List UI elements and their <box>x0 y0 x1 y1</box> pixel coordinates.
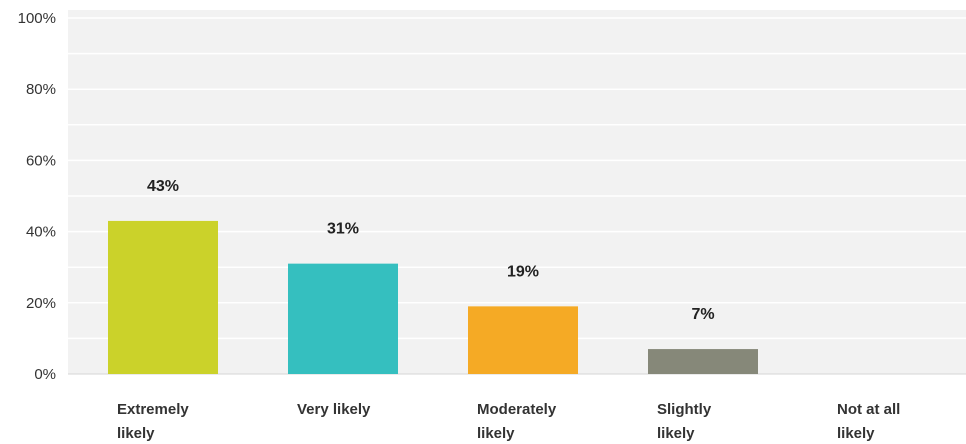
category-label: Slightly likely <box>657 401 712 442</box>
y-tick-label: 100% <box>18 10 56 27</box>
y-tick-label: 0% <box>34 366 56 383</box>
bars <box>108 220 758 374</box>
x-axis-categories: Extremely likely Very likely Moderately like… <box>117 401 900 442</box>
data-labels: 43% 31% 19% 7% <box>147 178 715 323</box>
bar <box>108 220 218 374</box>
category-label: Very likely <box>297 401 371 418</box>
category-label: Not at all likely <box>837 401 900 442</box>
y-tick-label: 20% <box>26 295 56 312</box>
category-label: Extremely likely <box>117 401 189 442</box>
category-label: Moderately likely <box>477 401 557 442</box>
y-axis-ticks: 0% 20% 40% 60% 80% 100% <box>18 10 56 383</box>
bar <box>288 263 398 374</box>
data-label: 31% <box>327 221 359 238</box>
bar <box>468 306 578 374</box>
data-label: 43% <box>147 178 179 195</box>
data-label: 19% <box>507 263 539 280</box>
y-tick-label: 60% <box>26 152 56 169</box>
y-tick-label: 80% <box>26 81 56 98</box>
y-tick-label: 40% <box>26 224 56 241</box>
bar <box>648 349 758 374</box>
data-label: 7% <box>691 306 714 323</box>
